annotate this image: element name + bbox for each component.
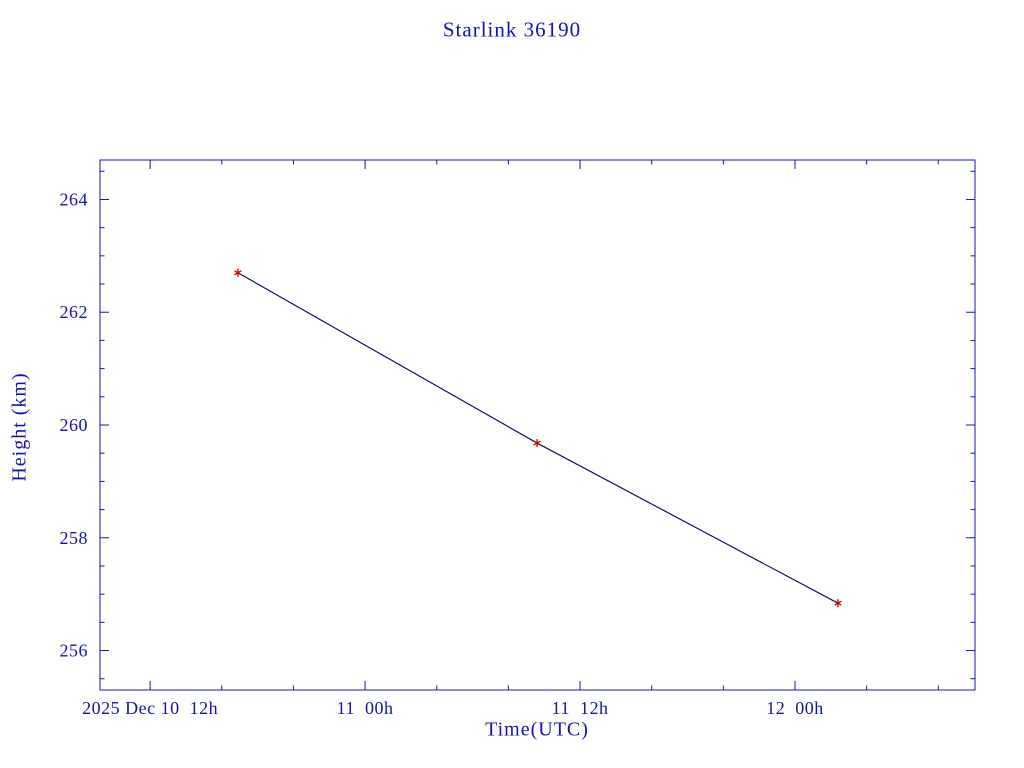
data-point-marker: [234, 268, 242, 277]
y-tick-label: 260: [60, 415, 89, 435]
x-tick-label: 2025 Dec 10 12h: [82, 698, 218, 718]
y-tick-label: 258: [60, 528, 89, 548]
x-tick-label: 12 00h: [766, 698, 824, 718]
y-tick-label: 256: [60, 641, 89, 661]
plot-box: [99, 159, 976, 691]
data-line: [237, 272, 839, 604]
x-axis-label: Time(UTC): [485, 718, 589, 741]
y-tick-label: 262: [60, 302, 89, 322]
x-tick-label: 11 00h: [337, 698, 394, 718]
data-point-marker: [834, 599, 842, 608]
chart-title: Starlink 36190: [442, 17, 582, 42]
axis-ticks: [100, 160, 975, 690]
data-point-marker: [533, 439, 541, 448]
x-tick-label: 11 12h: [552, 698, 609, 718]
y-tick-label: 264: [60, 189, 89, 209]
